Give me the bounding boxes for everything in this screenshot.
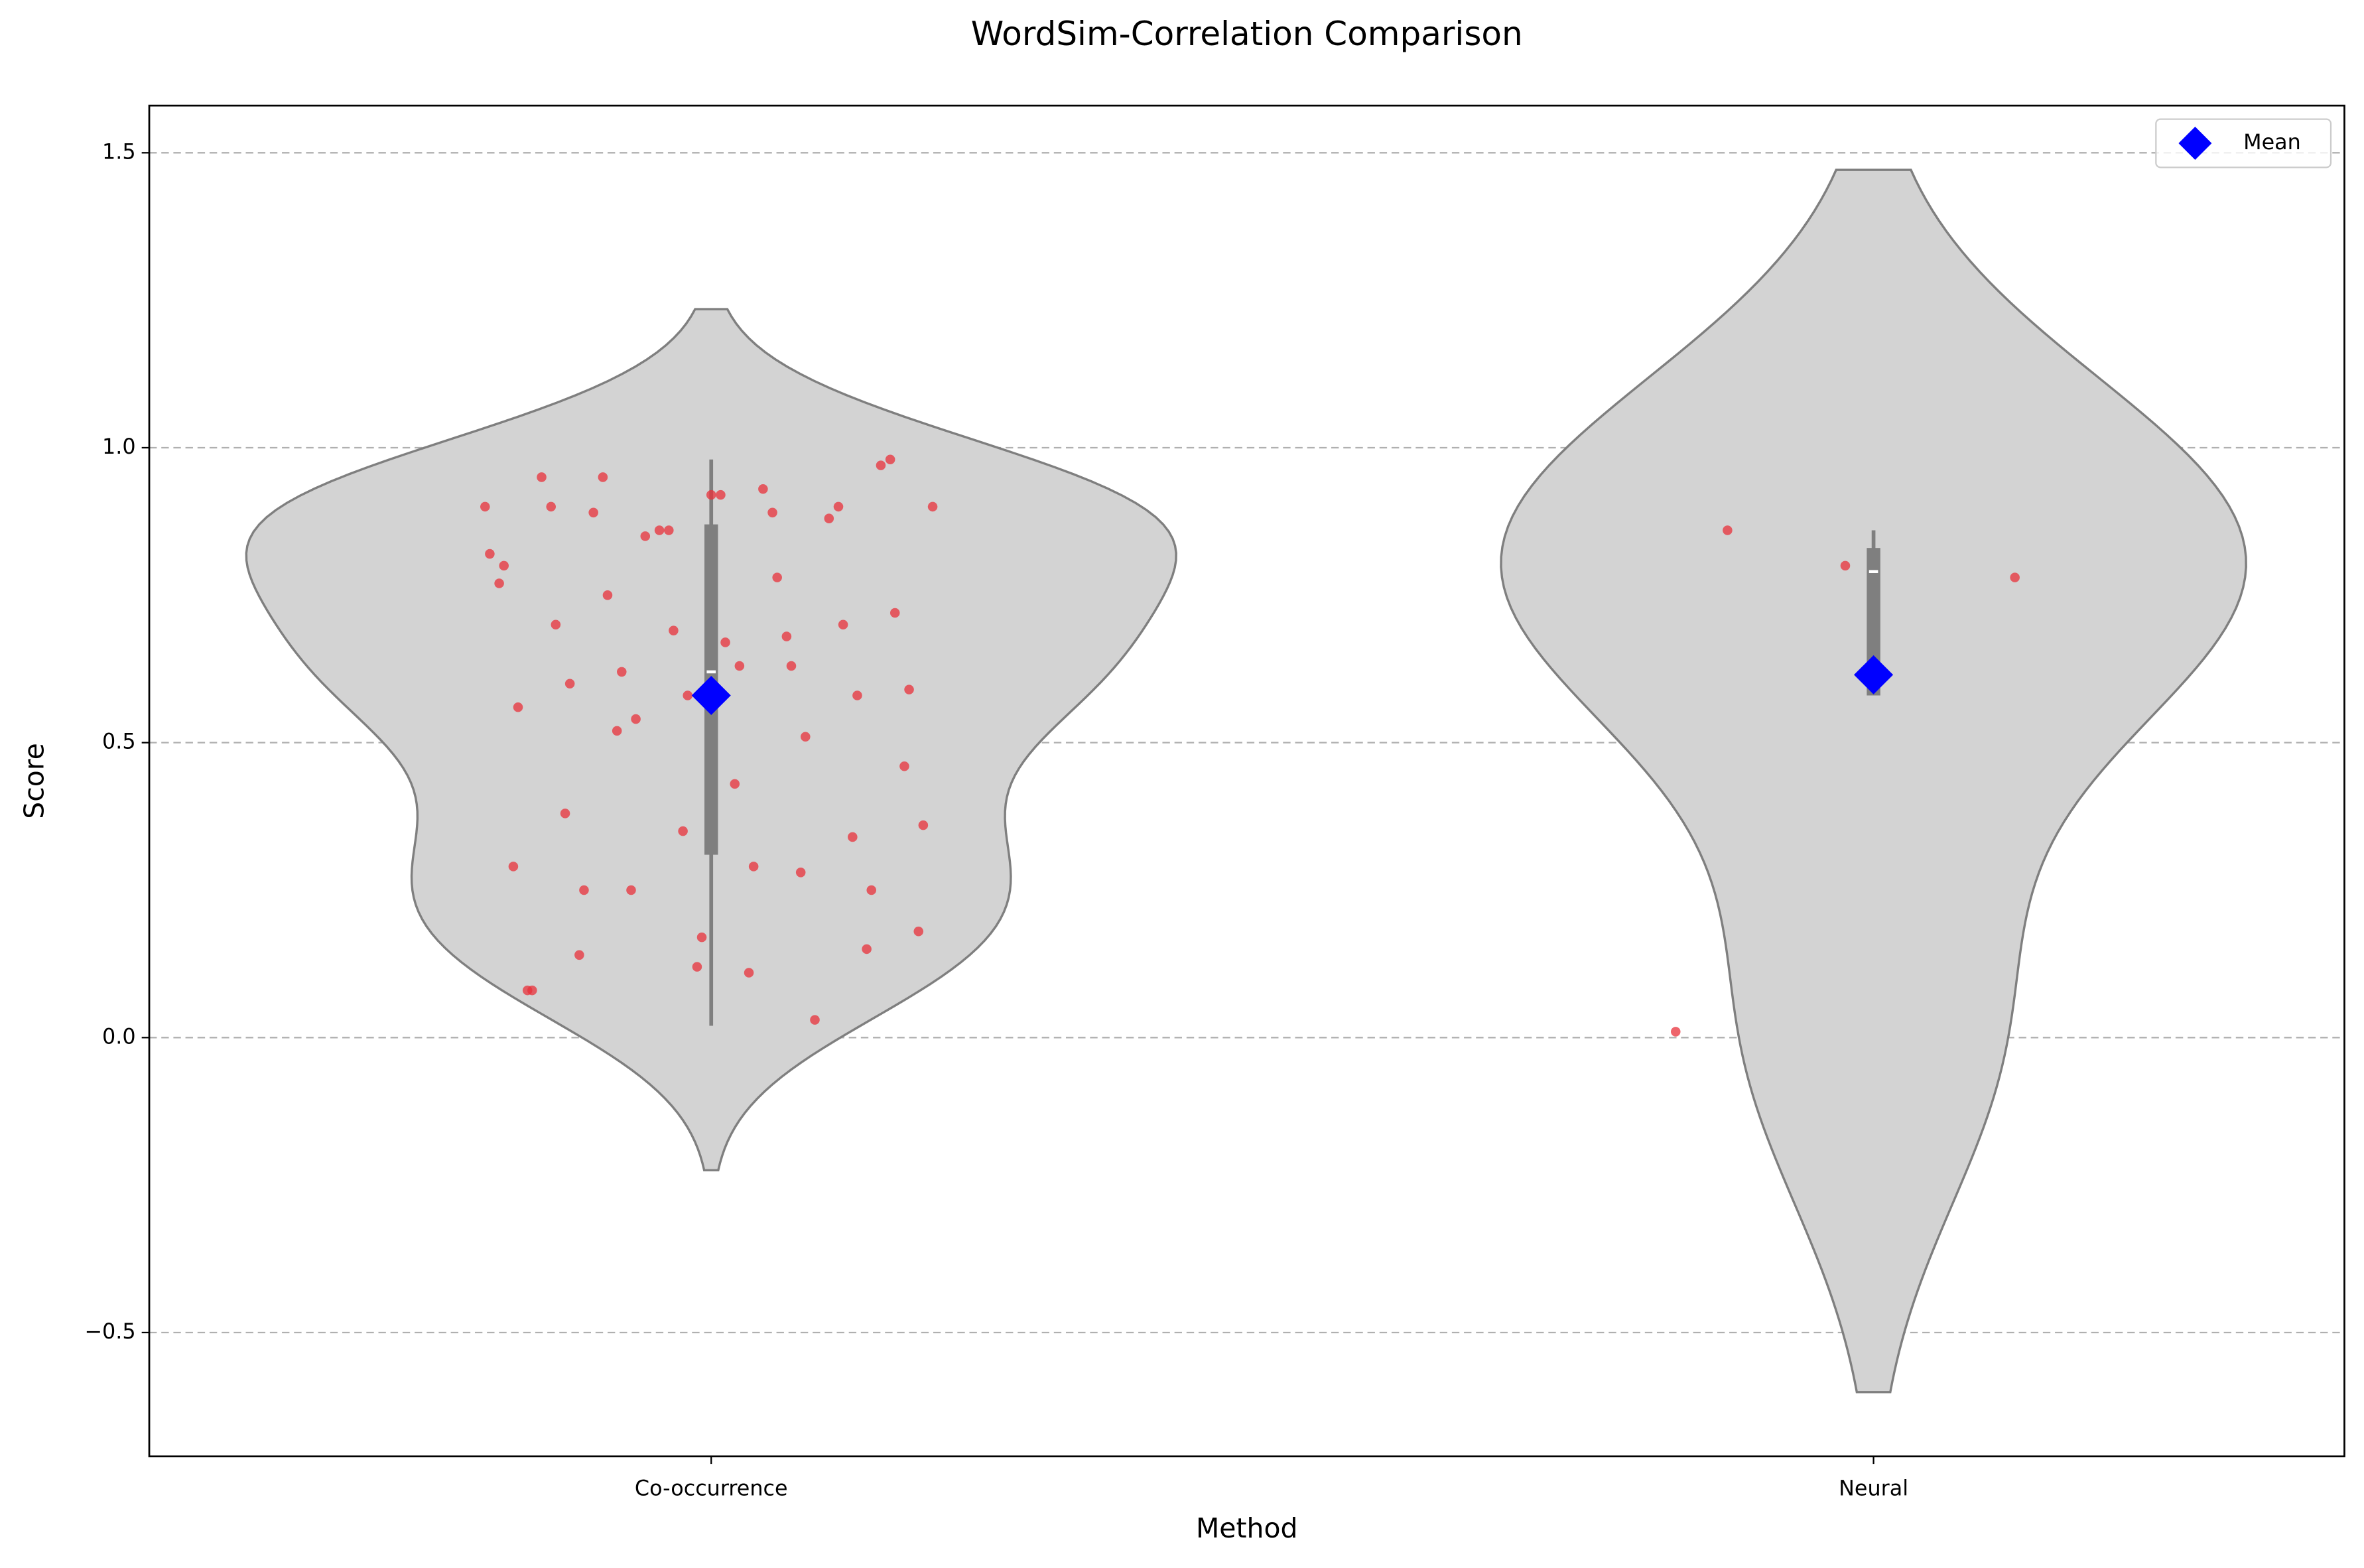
point xyxy=(480,501,490,512)
point xyxy=(838,620,848,630)
point xyxy=(508,862,519,872)
point xyxy=(678,826,688,836)
point xyxy=(588,507,598,518)
point xyxy=(885,454,895,465)
point xyxy=(833,501,844,512)
point xyxy=(786,661,797,671)
point xyxy=(602,590,613,600)
point xyxy=(654,525,665,535)
point xyxy=(1723,525,1733,535)
point xyxy=(494,578,504,588)
point xyxy=(866,885,877,895)
point xyxy=(848,832,858,842)
y-tick-label: 1.0 xyxy=(102,434,136,459)
y-axis-label: Score xyxy=(19,743,50,819)
point xyxy=(617,667,627,677)
point xyxy=(767,507,777,518)
point xyxy=(485,549,495,559)
point xyxy=(696,932,707,943)
point xyxy=(612,726,622,736)
point xyxy=(734,661,745,671)
point xyxy=(564,679,575,688)
point xyxy=(748,862,759,872)
point xyxy=(560,809,570,818)
y-tick-label: 0.0 xyxy=(102,1023,136,1049)
point xyxy=(795,868,806,878)
point xyxy=(664,525,674,535)
point xyxy=(876,460,886,470)
legend-marker xyxy=(2178,126,2212,160)
point xyxy=(810,1015,820,1025)
point xyxy=(706,490,716,500)
point xyxy=(918,820,929,830)
point xyxy=(513,702,523,712)
point xyxy=(499,560,509,571)
point xyxy=(824,513,834,523)
y-tick-label: 0.5 xyxy=(102,729,136,754)
box xyxy=(1867,548,1880,696)
point xyxy=(889,608,900,618)
x-axis-label: Method xyxy=(1196,1512,1297,1544)
point xyxy=(683,690,692,700)
point xyxy=(527,985,537,996)
point xyxy=(744,968,754,978)
point xyxy=(1840,560,1851,571)
point xyxy=(730,779,740,789)
point xyxy=(669,625,679,635)
point xyxy=(862,944,872,954)
point xyxy=(631,714,641,724)
point xyxy=(2010,572,2020,582)
point xyxy=(1670,1027,1681,1037)
point xyxy=(852,690,862,700)
point xyxy=(720,637,730,647)
point xyxy=(758,484,768,494)
point xyxy=(598,472,608,482)
point xyxy=(546,501,557,512)
chart-title: WordSim-Correlation Comparison xyxy=(971,15,1523,53)
violin xyxy=(1500,168,2247,1394)
point xyxy=(626,885,636,895)
point xyxy=(551,620,561,630)
point xyxy=(640,531,651,541)
point xyxy=(579,885,589,895)
plot-frame xyxy=(148,104,2345,1458)
point xyxy=(574,950,584,960)
point xyxy=(927,501,938,512)
point xyxy=(801,732,811,742)
x-tick-label: Co-occurrence xyxy=(635,1476,788,1501)
point xyxy=(904,685,914,694)
point xyxy=(899,761,909,771)
point xyxy=(716,490,726,500)
point xyxy=(772,572,782,582)
y-tick-label: 1.5 xyxy=(102,139,136,164)
y-tick-label: −0.5 xyxy=(84,1319,135,1344)
point xyxy=(781,631,792,641)
legend-label: Mean xyxy=(2243,129,2301,155)
point xyxy=(913,926,924,937)
point xyxy=(692,962,702,972)
x-tick-label: Neural xyxy=(1839,1476,1908,1501)
point xyxy=(537,472,547,482)
